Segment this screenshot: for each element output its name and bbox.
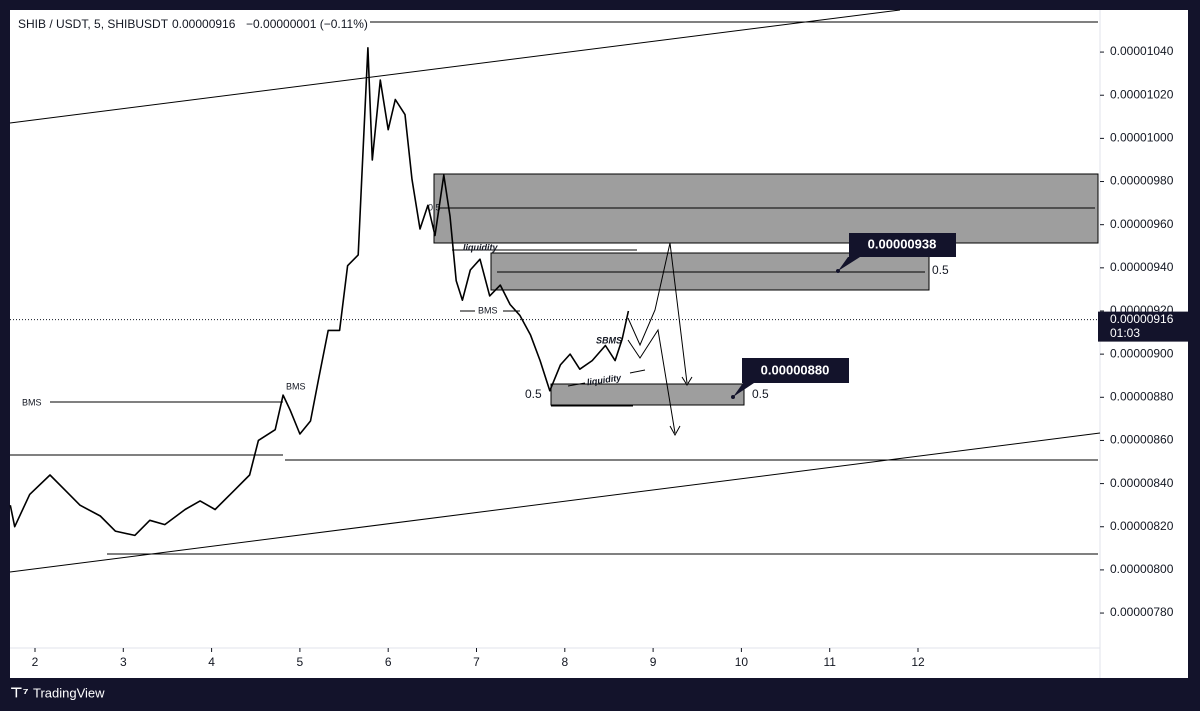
zone: [550, 383, 745, 406]
chart-panel: [10, 10, 1188, 678]
y-tick-label: 0.00000780: [1110, 605, 1174, 619]
header-change: −0.00000001 (−0.11%): [246, 17, 368, 31]
last-price-box: [1098, 311, 1188, 342]
callout: [733, 358, 849, 397]
x-tick-label: 6: [385, 655, 392, 669]
half-label: 0.5: [752, 387, 769, 401]
liquidity-label: liquidity: [463, 242, 498, 252]
liquidity-line: [629, 369, 646, 374]
y-tick-label: 0.00000860: [1110, 433, 1174, 447]
half-label: 0.5: [932, 263, 949, 277]
x-tick-label: 10: [735, 655, 749, 669]
y-tick-label: 0.00000980: [1110, 174, 1174, 188]
y-tick-label: 0.00000940: [1110, 260, 1174, 274]
logo-mark: ⊤⁷: [10, 685, 29, 701]
arrow-head: [669, 425, 681, 437]
bms-label: BMS: [478, 305, 498, 315]
y-tick-label: 0.00000800: [1110, 562, 1174, 576]
y-tick-label: 0.00000840: [1110, 476, 1174, 490]
x-tick-label: 3: [120, 655, 127, 669]
logo-text: TradingView: [33, 685, 105, 700]
sbms-label: SBMS: [596, 335, 622, 345]
y-tick-label: 0.00000880: [1110, 389, 1174, 403]
trendline: [9, 432, 1101, 573]
y-tick-label: 0.00001000: [1110, 131, 1174, 145]
half-label: 0.5: [428, 202, 441, 212]
callout-label: 0.00000880: [761, 362, 830, 377]
callout-dot: [836, 269, 840, 273]
x-tick-label: 4: [208, 655, 215, 669]
y-tick-label: 0.00000900: [1110, 346, 1174, 360]
bms-label: BMS: [286, 381, 306, 391]
last-price-label: 0.00000916: [1110, 312, 1174, 326]
x-tick-label: 2: [32, 655, 39, 669]
projection: [627, 328, 676, 434]
projection: [627, 242, 688, 384]
liquidity-line: [567, 382, 586, 387]
header-price: 0.00000916: [172, 17, 236, 31]
y-tick-label: 0.00001020: [1110, 87, 1174, 101]
x-tick-label: 8: [561, 655, 568, 669]
x-tick-label: 5: [297, 655, 304, 669]
price-line: [9, 47, 630, 537]
half-label: 0.5: [525, 387, 542, 401]
trendline: [9, 9, 901, 124]
y-tick-label: 0.00000960: [1110, 217, 1174, 231]
plot: BMS BMS BMS SBMS liquidity liquidity 0.5…: [9, 9, 1101, 573]
x-tick-label: 9: [650, 655, 657, 669]
liquidity-label: liquidity: [586, 372, 623, 387]
y-tick-label: 0.00001040: [1110, 44, 1174, 58]
countdown: 01:03: [1110, 326, 1140, 340]
y-tick-label: 0.00000820: [1110, 519, 1174, 533]
bms-label: BMS: [22, 397, 42, 407]
callout: [838, 233, 956, 271]
arrow-head: [681, 376, 693, 386]
symbol-title: SHIB / USDT, 5, SHIBUSDT: [18, 17, 169, 31]
x-tick-label: 11: [823, 655, 836, 669]
logo: ⊤⁷ TradingView: [10, 685, 105, 701]
callout-label: 0.00000938: [868, 236, 937, 251]
x-tick-label: 7: [473, 655, 480, 669]
x-tick-label: 12: [911, 655, 925, 669]
callout-dot: [731, 395, 735, 399]
